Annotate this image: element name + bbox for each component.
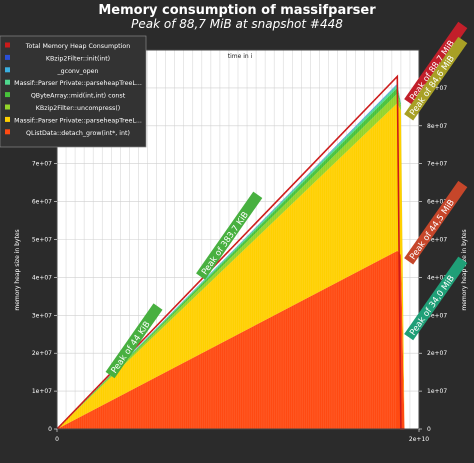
y-tick-label-left: 5e+07 <box>32 237 52 244</box>
legend-swatch <box>5 116 10 122</box>
y-tick-label-right: 0 <box>427 426 431 433</box>
legend-swatch <box>5 54 10 60</box>
y-axis-label-right: memory heap size in bytes <box>461 229 468 310</box>
y-tick-label-right: 8e+07 <box>427 123 447 130</box>
area-massif-parser-private-parseheaptreel- <box>57 103 405 429</box>
legend-swatch <box>5 42 10 48</box>
legend-label: KBzip2Filter::uncompress() <box>36 105 120 112</box>
legend-swatch <box>5 79 10 85</box>
legend-swatch <box>5 104 10 110</box>
legend-label: QByteArray::mid(int,int) const <box>31 93 126 100</box>
peak-annotation-bg <box>105 303 163 379</box>
y-tick-label-right: 2e+07 <box>427 350 447 357</box>
y-tick-label-left: 7e+07 <box>32 161 52 168</box>
legend-swatch <box>5 92 10 98</box>
y-tick-label-right: 9e+07 <box>427 85 447 92</box>
legend-label: KBzip2Filter::init(int) <box>46 55 110 62</box>
peak-annotation-bg <box>404 21 468 106</box>
y-tick-label-left: 3e+07 <box>32 312 52 319</box>
y-tick-label-right: 5e+07 <box>427 237 447 244</box>
legend-box <box>0 35 147 148</box>
y-tick-label-right: 7e+07 <box>427 161 447 168</box>
y-tick-label-left: 2e+07 <box>32 350 52 357</box>
peak-annotation-bg <box>404 256 468 341</box>
y-tick-label-left: 1e+07 <box>32 388 52 395</box>
legend-label: Massif::Parser Private::parseheapTreeL..… <box>14 80 142 87</box>
chart-title: Memory consumption of massifparser <box>98 3 376 18</box>
peak-annotation-bg <box>404 180 468 265</box>
y-tick-label-left: 6e+07 <box>32 199 52 206</box>
peak-annotation-bg <box>404 36 468 121</box>
legend-swatch <box>5 67 10 73</box>
y-tick-label-right: 4e+07 <box>427 274 447 281</box>
area-kbzip2filter-uncompress- <box>57 93 405 429</box>
area-qlistdata-detach-grow-int-int- <box>57 250 405 429</box>
y-axis-label-left: memory heap size in bytes <box>14 229 21 310</box>
y-tick-label-right: 1e+07 <box>427 388 447 395</box>
peak-annotation-bg <box>196 191 263 280</box>
x-tick-label: 0 <box>55 436 59 443</box>
chart-subtitle: Peak of 88,7 MiB at snapshot #448 <box>131 17 343 31</box>
y-tick-label-left: 4e+07 <box>32 274 52 281</box>
legend-label: QListData::detach_grow(int*, int) <box>26 130 130 137</box>
legend-label: Total Memory Heap Consumption <box>25 43 131 50</box>
area-hatching <box>58 78 396 429</box>
y-tick-label-right: 3e+07 <box>427 312 447 319</box>
x-tick-label: 2e+10 <box>409 436 429 443</box>
x-axis-label: time in i <box>228 53 253 60</box>
legend-label: Massif::Parser Private::parseheapTreeL..… <box>14 117 142 124</box>
legend-swatch <box>5 129 10 135</box>
y-tick-label-left: 0 <box>48 426 52 433</box>
legend: Total Memory Heap Consumption KBzip2Filte… <box>0 35 147 148</box>
legend-label: _gconv_open <box>56 68 98 75</box>
y-tick-label-right: 6e+07 <box>427 199 447 206</box>
